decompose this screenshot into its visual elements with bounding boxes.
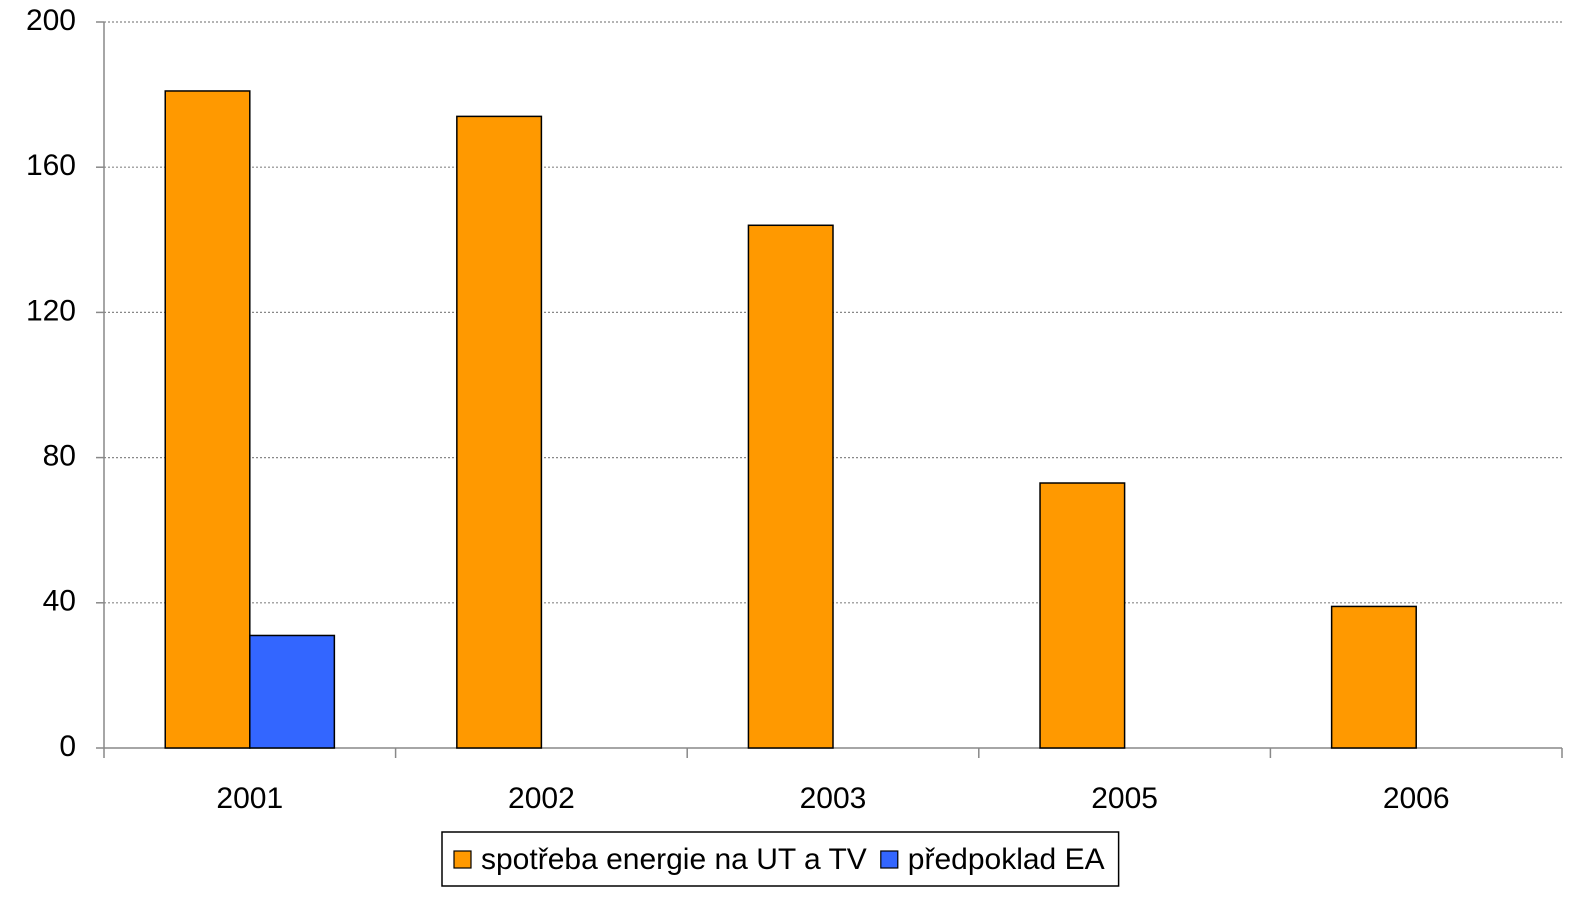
legend-box — [441, 831, 1120, 887]
y-tick-label: 40 — [43, 585, 76, 618]
bar — [456, 115, 543, 749]
bar — [1039, 482, 1126, 749]
bar — [164, 90, 251, 749]
legend-label: spotřeba energie na UT a TV — [481, 843, 867, 876]
x-tick-label: 2005 — [1091, 782, 1158, 815]
legend-swatch — [880, 850, 899, 869]
x-tick-label: 2006 — [1383, 782, 1450, 815]
legend-swatch — [453, 850, 472, 869]
y-tick-label: 200 — [26, 4, 76, 37]
legend-label: předpoklad EA — [908, 843, 1105, 876]
bar — [747, 224, 834, 749]
y-tick-label: 160 — [26, 149, 76, 182]
x-tick-label: 2001 — [216, 782, 283, 815]
x-tick-label: 2003 — [800, 782, 867, 815]
y-tick-label: 0 — [59, 730, 76, 763]
bar — [249, 634, 336, 749]
x-tick-label: 2002 — [508, 782, 575, 815]
bar — [1330, 605, 1417, 749]
y-tick-label: 80 — [43, 440, 76, 473]
y-tick-label: 120 — [26, 294, 76, 327]
